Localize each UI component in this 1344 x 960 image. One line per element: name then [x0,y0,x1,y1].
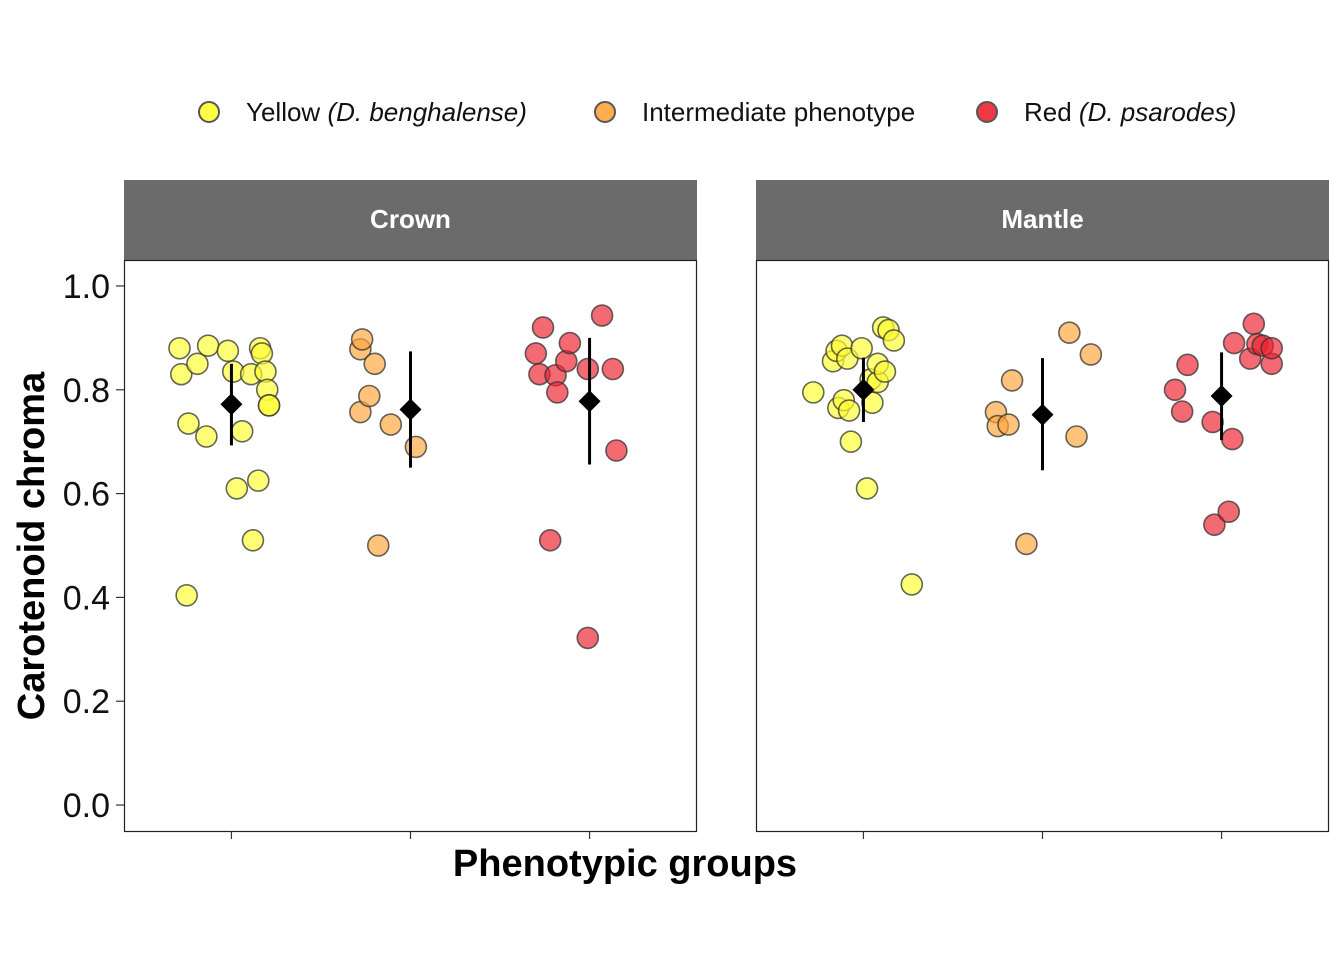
data-point-yellow [168,336,191,360]
mean-diamond-intermediate [399,398,422,421]
data-point-red [558,331,582,355]
legend-yellow-label: Yellow (D. benghalense) [246,96,527,127]
data-point-red [605,439,628,462]
data-point-intermediate [363,352,386,376]
data-point-red [576,626,600,650]
y-axis: 0.0 0.2 0.4 0.6 0.8 1.0 [63,268,124,825]
data-point-yellow [882,329,906,352]
chart-marks [168,304,1283,650]
x-axis [230,831,1223,839]
data-point-yellow [855,477,879,500]
data-point-yellow [861,391,884,415]
legend-red-label: Red (D. psarodes) [1024,96,1237,127]
data-point-red [1203,513,1226,537]
data-point-intermediate [1015,532,1038,556]
y-tick-label: 0.4 [63,579,110,617]
data-point-red [1222,331,1246,355]
data-point-red [554,349,578,373]
data-point-red [531,316,555,339]
data-point-yellow [900,573,924,596]
data-point-red [576,357,600,381]
data-point-red [1242,312,1266,336]
mean-diamond-red [578,390,601,413]
data-point-yellow [241,529,265,552]
data-point-yellow [177,412,200,435]
data-point-yellow [186,352,209,376]
panel-crown: Crown [123,180,698,833]
legend-item-intermediate: Intermediate phenotype [594,92,915,132]
data-point-intermediate [1079,343,1103,366]
data-point-red [1163,378,1187,402]
data-point-intermediate [404,435,428,459]
data-point-red [590,304,614,327]
data-point-yellow [195,425,218,448]
mean-diamond-yellow [220,393,243,416]
data-point-yellow [839,430,863,453]
legend-item-red: Red (D. psarodes) [976,92,1236,132]
panel-crown-title: Crown [370,204,451,234]
data-point-yellow [257,394,281,417]
panel-crown-points [168,304,628,650]
mean-diamond-red [1210,385,1233,408]
data-point-intermediate [1065,425,1088,448]
data-point-red [538,529,562,552]
data-point-yellow [850,336,873,360]
data-point-yellow [225,477,249,500]
data-point-yellow [170,362,193,386]
y-tick-label: 0.2 [63,683,110,721]
x-axis-label: Phenotypic groups [453,843,797,885]
data-point-yellow [873,360,897,383]
data-point-intermediate [358,384,381,408]
data-point-intermediate [1000,369,1024,392]
panel-crown-strip [124,180,697,260]
data-point-red [524,342,548,365]
legend: Yellow (D. benghalense) Intermediate phe… [0,92,1344,132]
data-point-yellow [196,334,220,357]
panel-mantle-points [801,312,1283,596]
y-tick-label: 0.8 [63,372,110,410]
y-tick-label: 0.0 [63,787,110,825]
data-point-yellow [230,419,254,443]
data-point-intermediate [997,413,1020,436]
data-point-red [1217,500,1241,524]
panel-mantle-strip [756,180,1329,260]
panel-mantle: Mantle [755,180,1330,833]
data-point-yellow [175,584,198,607]
legend-yellow-swatch [198,101,220,123]
data-point-yellow [837,399,861,422]
data-point-red [1176,353,1199,377]
data-point-red [1260,336,1283,360]
y-axis-label: Carotenoid chroma [11,371,53,720]
data-point-red [546,381,569,404]
legend-red-swatch [976,101,998,123]
data-point-red [1201,410,1224,434]
data-point-yellow [246,469,270,492]
panel-mantle-title: Mantle [1001,204,1083,234]
data-point-yellow [801,381,825,404]
data-point-yellow [250,342,274,365]
mean-diamond-intermediate [1031,403,1054,426]
legend-intermediate-swatch [594,101,616,123]
data-point-red [601,357,625,381]
data-point-red [1170,400,1194,423]
y-tick-label: 1.0 [63,268,110,306]
legend-item-yellow: Yellow (D. benghalense) [198,92,527,132]
data-point-red [1221,427,1244,451]
data-point-intermediate [366,534,390,557]
mean-diamond-yellow [852,378,875,401]
data-point-yellow [216,339,240,363]
data-point-intermediate [350,328,374,351]
legend-intermediate-label: Intermediate phenotype [642,96,916,127]
y-tick-label: 0.6 [63,476,110,514]
data-point-intermediate [1058,321,1081,344]
data-point-intermediate [379,413,403,436]
